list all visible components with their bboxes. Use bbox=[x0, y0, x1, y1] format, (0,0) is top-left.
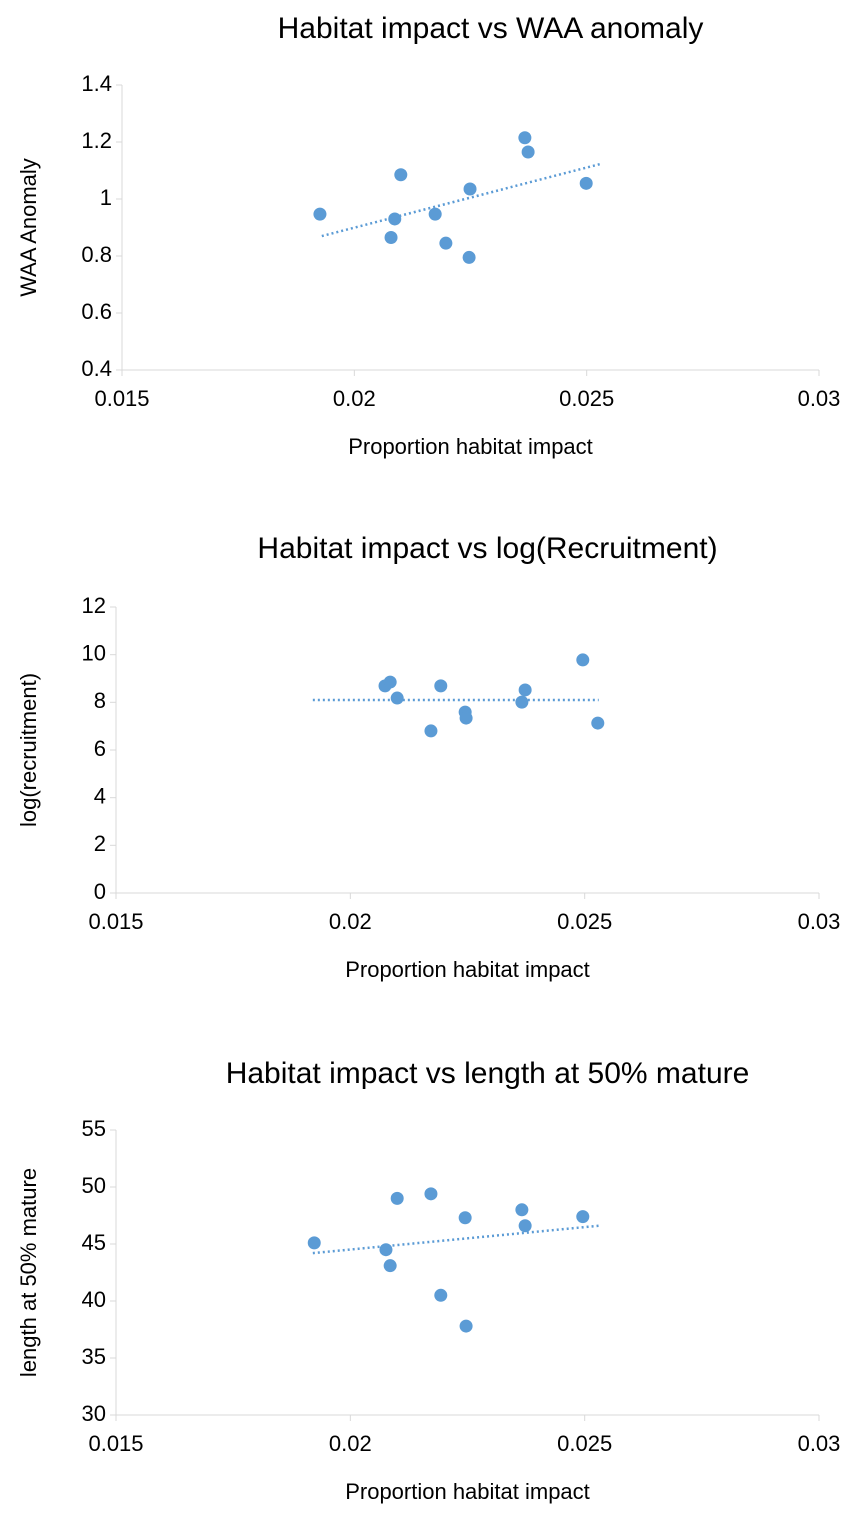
point bbox=[424, 724, 438, 738]
x-axis-title: Proportion habitat impact bbox=[345, 1479, 590, 1504]
y-tick-label: 6 bbox=[94, 736, 106, 761]
point bbox=[439, 236, 453, 250]
point bbox=[390, 691, 404, 705]
y-tick-label: 1.2 bbox=[81, 128, 112, 153]
point bbox=[463, 182, 477, 196]
point bbox=[428, 207, 442, 221]
trendline bbox=[321, 162, 601, 238]
y-axis-title: length at 50% mature bbox=[16, 1168, 41, 1377]
point bbox=[518, 1219, 532, 1233]
x-tick-label: 0.015 bbox=[88, 1431, 143, 1456]
x-tick-label: 0.025 bbox=[557, 1431, 612, 1456]
y-tick-label: 35 bbox=[82, 1344, 106, 1369]
point bbox=[591, 716, 605, 730]
point bbox=[384, 230, 398, 244]
point bbox=[424, 1187, 438, 1201]
y-tick-label: 30 bbox=[82, 1401, 106, 1426]
point bbox=[388, 212, 402, 226]
x-axis-title: Proportion habitat impact bbox=[348, 434, 593, 459]
point bbox=[576, 1210, 590, 1224]
y-tick-label: 50 bbox=[82, 1173, 106, 1198]
point bbox=[518, 683, 532, 697]
y-tick-label: 0.8 bbox=[81, 242, 112, 267]
point bbox=[307, 1236, 321, 1250]
y-tick-label: 4 bbox=[94, 783, 106, 808]
y-tick-label: 12 bbox=[82, 593, 106, 618]
point bbox=[390, 1191, 404, 1205]
trendline bbox=[312, 1224, 599, 1255]
x-tick-label: 0.03 bbox=[798, 1431, 841, 1456]
y-tick-label: 1 bbox=[100, 185, 112, 210]
y-tick-label: 8 bbox=[94, 688, 106, 713]
point bbox=[434, 679, 448, 693]
point bbox=[459, 711, 473, 725]
point bbox=[383, 675, 397, 689]
x-tick-label: 0.03 bbox=[798, 386, 841, 411]
y-tick-label: 0.4 bbox=[81, 356, 112, 381]
x-axis-title: Proportion habitat impact bbox=[345, 957, 590, 982]
x-tick-label: 0.02 bbox=[333, 386, 376, 411]
chart-title: Habitat impact vs length at 50% mature bbox=[226, 1057, 750, 1090]
point bbox=[576, 653, 590, 667]
x-tick-label: 0.025 bbox=[557, 909, 612, 934]
point bbox=[394, 168, 408, 182]
y-tick-label: 45 bbox=[82, 1230, 106, 1255]
x-tick-label: 0.015 bbox=[94, 386, 149, 411]
x-tick-label: 0.025 bbox=[559, 386, 614, 411]
y-tick-label: 1.4 bbox=[81, 71, 112, 96]
x-tick-label: 0.02 bbox=[329, 909, 372, 934]
chart-title: Habitat impact vs WAA anomaly bbox=[278, 12, 704, 45]
chart-title: Habitat impact vs log(Recruitment) bbox=[257, 532, 717, 565]
point bbox=[459, 1319, 473, 1333]
y-tick-label: 40 bbox=[82, 1287, 106, 1312]
x-tick-label: 0.03 bbox=[798, 909, 841, 934]
x-tick-label: 0.015 bbox=[88, 909, 143, 934]
point bbox=[458, 1211, 472, 1225]
point bbox=[379, 1243, 393, 1257]
point bbox=[579, 176, 593, 190]
point bbox=[515, 1203, 529, 1217]
point bbox=[515, 695, 529, 709]
x-tick-label: 0.02 bbox=[329, 1431, 372, 1456]
y-tick-label: 55 bbox=[82, 1116, 106, 1141]
y-tick-label: 10 bbox=[82, 640, 106, 665]
y-axis-title: WAA Anomaly bbox=[16, 158, 41, 297]
point bbox=[313, 207, 327, 221]
y-tick-label: 2 bbox=[94, 831, 106, 856]
y-axis-title: log(recruitment) bbox=[16, 673, 41, 827]
point bbox=[434, 1288, 448, 1302]
point bbox=[521, 145, 535, 159]
point bbox=[383, 1259, 397, 1273]
y-tick-label: 0.6 bbox=[81, 299, 112, 324]
y-tick-label: 0 bbox=[94, 879, 106, 904]
point bbox=[462, 250, 476, 264]
point bbox=[518, 131, 532, 145]
